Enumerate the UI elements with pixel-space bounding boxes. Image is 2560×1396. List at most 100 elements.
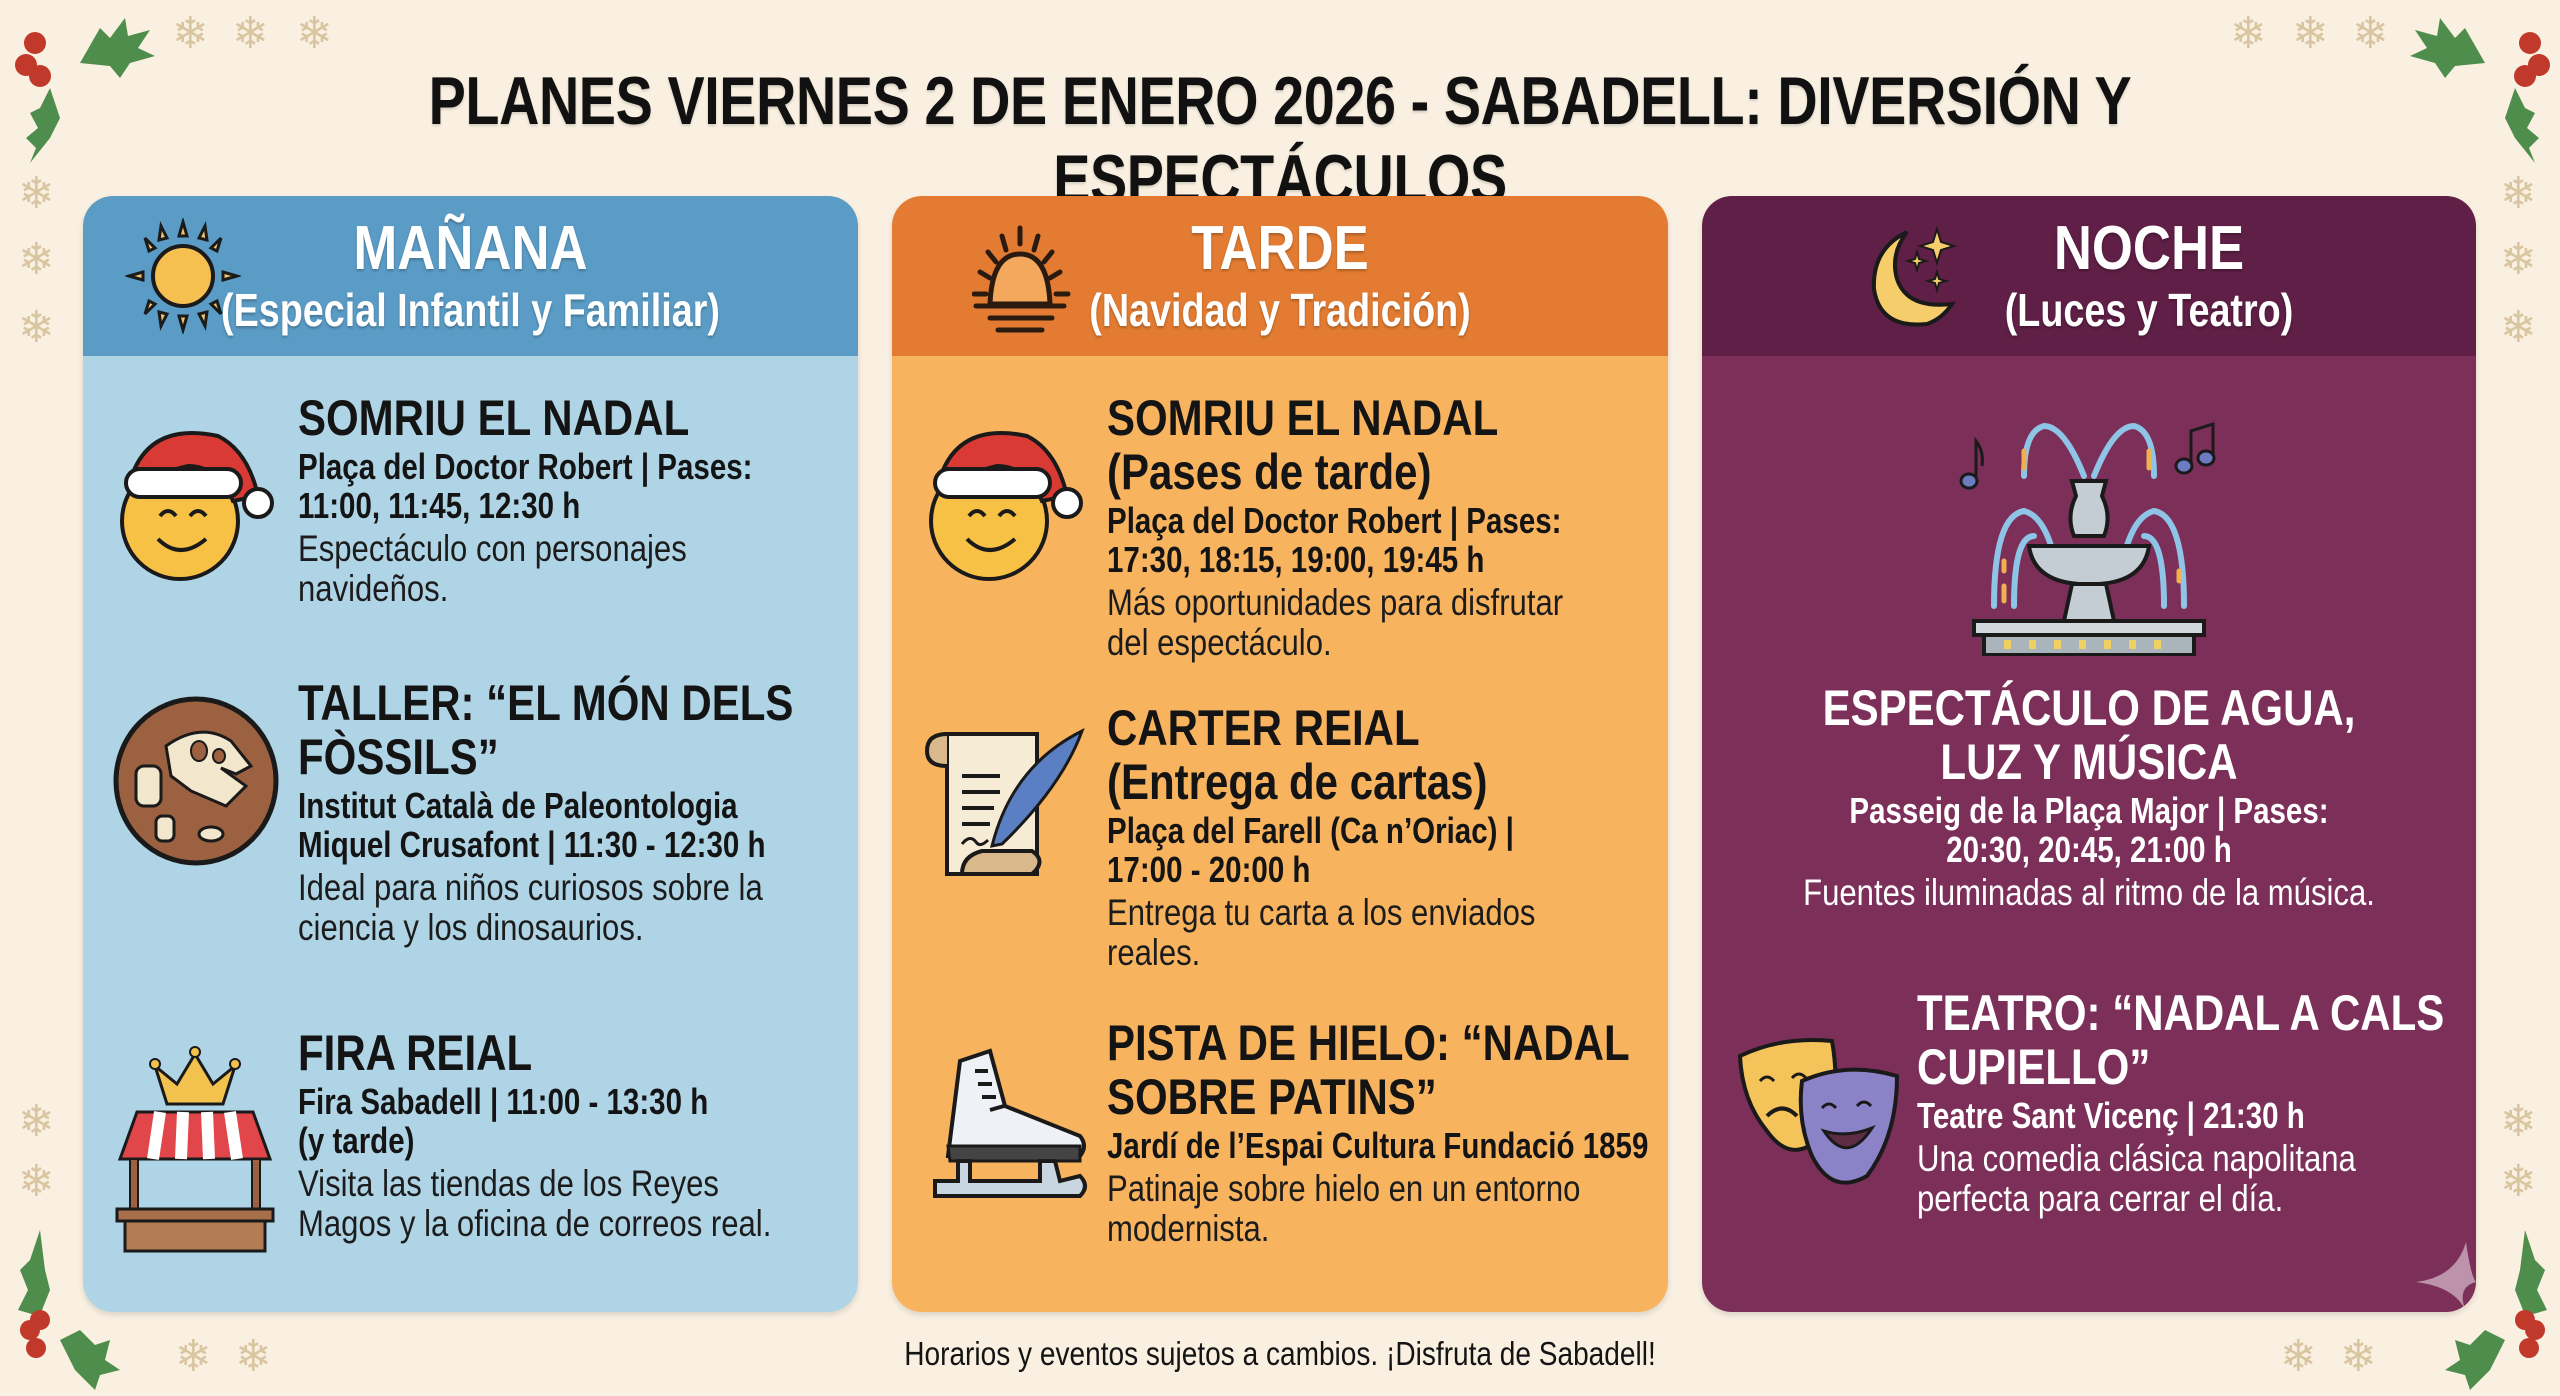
event-title: CARTER REIAL	[1107, 700, 1420, 756]
section-subtitle: (Navidad y Tradición)	[1089, 284, 1471, 336]
snowflake-icon: ❄	[232, 9, 269, 58]
event-title: PISTA DE HIELO: “NADAL	[1107, 1015, 1630, 1071]
event-item: TEATRO: “NADAL A CALS CUPIELLO” Teatre S…	[1702, 986, 2476, 1286]
event-title: FÒSSILS”	[298, 729, 499, 785]
scroll-quill-icon	[924, 727, 1085, 876]
event-desc: Patinaje sobre hielo en un entorno	[1107, 1168, 1581, 1209]
snowflake-icon: ❄	[2230, 9, 2267, 58]
footer-note: Horarios y eventos sujetos a cambios. ¡D…	[904, 1335, 1656, 1372]
section-manana: MAÑANA (Especial Infantil y Familiar) SO…	[83, 196, 858, 1312]
event-place: Passeig de la Plaça Major | Pases:	[1849, 790, 2329, 831]
holly-icon	[2410, 18, 2550, 163]
event-title: LUZ Y MÚSICA	[1940, 734, 2238, 790]
sparkle-icon	[2416, 1242, 2476, 1312]
event-item: CARTER REIAL (Entrega de cartas) Plaça d…	[892, 701, 1668, 981]
event-desc: perfecta para cerrar el día.	[1917, 1178, 2284, 1219]
event-desc: Visita las tiendas de los Reyes	[298, 1163, 719, 1204]
event-item: PISTA DE HIELO: “NADAL SOBRE PATINS” Jar…	[892, 1016, 1668, 1296]
snowflake-icon: ❄	[2500, 1097, 2537, 1146]
theater-masks-icon	[1737, 1038, 1900, 1185]
event-title: SOMRIU EL NADAL	[298, 390, 690, 446]
event-time: 20:30, 20:45, 21:00 h	[1946, 829, 2232, 870]
event-place: Plaça del Doctor Robert | Pases:	[298, 446, 753, 487]
sunset-icon	[972, 225, 1071, 333]
event-place: Plaça del Doctor Robert | Pases:	[1107, 500, 1562, 541]
event-time: (y tarde)	[298, 1120, 415, 1161]
event-place: Fira Sabadell | 11:00 - 13:30 h	[298, 1081, 709, 1122]
event-desc: Magos y la oficina de correos real.	[298, 1203, 772, 1244]
section-title: MAÑANA	[353, 214, 588, 283]
snowflake-icon: ❄	[2352, 9, 2389, 58]
event-desc: reales.	[1107, 932, 1201, 973]
snowflake-icon: ❄	[18, 1157, 55, 1206]
section-title: TARDE	[1191, 214, 1369, 283]
snowflake-icon: ❄	[2500, 303, 2537, 352]
event-title: (Entrega de cartas)	[1107, 754, 1488, 810]
event-place: Jardí de l’Espai Cultura Fundació 1859	[1107, 1125, 1649, 1166]
event-title: FIRA REIAL	[298, 1025, 533, 1081]
section-header: NOCHE (Luces y Teatro)	[1702, 196, 2476, 356]
snowflake-icon: ❄	[175, 1332, 212, 1381]
event-desc: navideños.	[298, 568, 449, 609]
event-item: SOMRIU EL NADAL Plaça del Doctor Robert …	[83, 391, 858, 621]
page-title: PLANES VIERNES 2 DE ENERO 2026 - SABADEL…	[428, 63, 2132, 217]
snowflake-icon: ❄	[18, 169, 55, 218]
snowflake-icon: ❄	[296, 9, 333, 58]
santa-hat-smiley-icon	[120, 431, 274, 581]
dinosaur-fossil-icon	[113, 696, 279, 866]
event-desc: Ideal para niños curiosos sobre la	[298, 867, 763, 908]
snowflake-icon: ❄	[2292, 9, 2329, 58]
event-time: 11:00, 11:45, 12:30 h	[298, 485, 581, 526]
snowflake-icon: ❄	[2340, 1332, 2377, 1381]
event-title: SOBRE PATINS”	[1107, 1069, 1437, 1125]
event-place: Miquel Crusafont | 11:30 - 12:30 h	[298, 824, 766, 865]
snowflake-icon: ❄	[2500, 169, 2537, 218]
section-header: MAÑANA (Especial Infantil y Familiar)	[83, 196, 858, 356]
moon-stars-icon	[1871, 225, 1958, 327]
event-item: FIRA REIAL Fira Sabadell | 11:00 - 13:30…	[83, 1026, 858, 1286]
event-desc: modernista.	[1107, 1208, 1270, 1249]
holly-icon	[18, 1230, 120, 1390]
snowflake-icon: ❄	[235, 1332, 272, 1381]
event-place: Plaça del Farell (Ca n’Oriac) |	[1107, 810, 1514, 851]
section-tarde: TARDE (Navidad y Tradición) SOMRIU EL NA…	[892, 196, 1668, 1312]
musical-fountain-icon	[1959, 421, 2216, 656]
section-noche: NOCHE (Luces y Teatro)	[1702, 196, 2476, 1312]
event-desc: ciencia y los dinosaurios.	[298, 907, 644, 948]
market-stall-crown-icon	[115, 1046, 275, 1253]
event-title: (Pases de tarde)	[1107, 444, 1432, 500]
event-item: SOMRIU EL NADAL (Pases de tarde) Plaça d…	[892, 391, 1668, 681]
event-time: 17:30, 18:15, 19:00, 19:45 h	[1107, 539, 1485, 580]
event-desc: Espectáculo con personajes	[298, 528, 687, 569]
event-title: CUPIELLO”	[1917, 1039, 2151, 1095]
section-subtitle: (Luces y Teatro)	[2004, 284, 2294, 336]
event-desc: del espectáculo.	[1107, 622, 1332, 663]
snowflake-icon: ❄	[18, 303, 55, 352]
snowflake-icon: ❄	[2500, 235, 2537, 284]
sun-icon	[125, 218, 241, 334]
event-title: SOMRIU EL NADAL	[1107, 390, 1499, 446]
event-place: Institut Català de Paleontologia	[298, 785, 738, 826]
section-header: TARDE (Navidad y Tradición)	[892, 196, 1668, 356]
snowflake-icon: ❄	[2500, 1157, 2537, 1206]
snowflake-icon: ❄	[18, 1097, 55, 1146]
event-item: TALLER: “EL MÓN DELS FÒSSILS” Institut C…	[83, 676, 858, 966]
santa-hat-smiley-icon	[929, 431, 1083, 581]
event-desc: Más oportunidades para disfrutar	[1107, 582, 1564, 623]
event-place: Teatre Sant Vicenç | 21:30 h	[1917, 1095, 2305, 1136]
snowflake-icon: ❄	[18, 235, 55, 284]
event-desc: Entrega tu carta a los enviados	[1107, 892, 1536, 933]
event-title: ESPECTÁCULO DE AGUA,	[1822, 680, 2356, 736]
section-subtitle: (Especial Infantil y Familiar)	[221, 284, 720, 336]
holly-icon	[15, 18, 155, 163]
event-title: TALLER: “EL MÓN DELS	[298, 675, 794, 731]
event-time: 17:00 - 20:00 h	[1107, 849, 1311, 890]
section-title: NOCHE	[2053, 214, 2245, 283]
snowflake-icon: ❄	[2280, 1332, 2317, 1381]
ice-skate-icon	[933, 1048, 1087, 1198]
event-title: TEATRO: “NADAL A CALS	[1917, 985, 2445, 1041]
snowflake-icon: ❄	[172, 9, 209, 58]
holly-icon	[2445, 1230, 2547, 1390]
event-desc: Fuentes iluminadas al ritmo de la música…	[1803, 872, 2375, 913]
event-item: ESPECTÁCULO DE AGUA, LUZ Y MÚSICA Passei…	[1702, 376, 2476, 966]
